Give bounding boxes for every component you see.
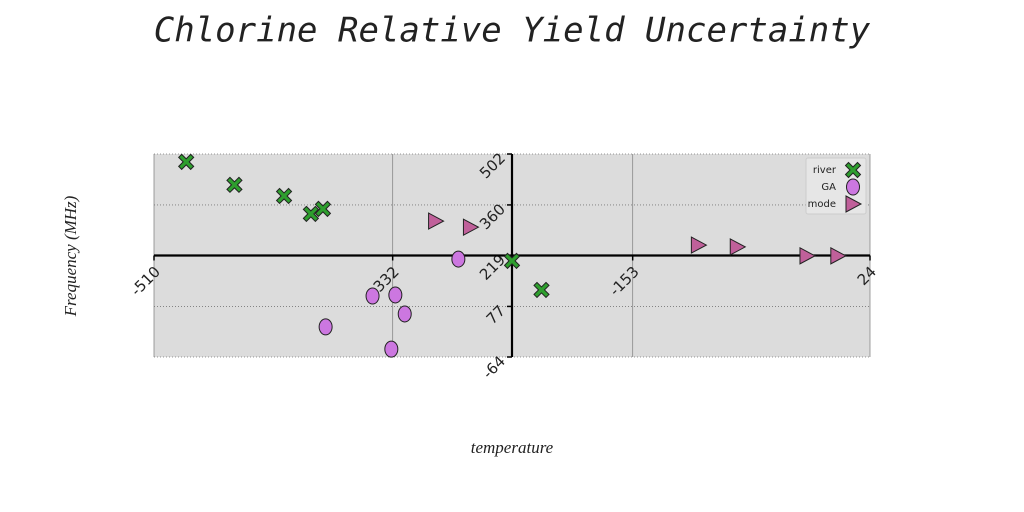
y-axis-label: Frequency (MHz) bbox=[61, 195, 80, 317]
marker bbox=[226, 176, 243, 194]
marker bbox=[462, 218, 480, 236]
chart-title: Chlorine Relative Yield Uncertainty bbox=[154, 11, 871, 51]
marker bbox=[314, 200, 332, 218]
marker bbox=[318, 318, 333, 336]
marker bbox=[844, 161, 862, 179]
marker bbox=[384, 340, 399, 358]
marker bbox=[428, 212, 445, 230]
marker bbox=[503, 252, 521, 270]
marker bbox=[397, 305, 412, 323]
marker bbox=[799, 247, 817, 265]
x-axis-label: temperature bbox=[471, 438, 554, 457]
legend-label: mode bbox=[808, 199, 836, 210]
marker bbox=[690, 236, 708, 254]
marker bbox=[177, 153, 195, 171]
marker bbox=[302, 205, 320, 223]
marker bbox=[451, 250, 466, 268]
marker bbox=[846, 178, 860, 196]
legend-label: GA bbox=[821, 182, 836, 193]
marker bbox=[830, 247, 847, 265]
marker bbox=[533, 281, 550, 299]
marker bbox=[845, 195, 863, 213]
legend-label: river bbox=[813, 165, 837, 176]
marker bbox=[388, 286, 403, 304]
marker bbox=[729, 238, 747, 256]
marker bbox=[275, 187, 293, 205]
marker bbox=[365, 287, 380, 305]
